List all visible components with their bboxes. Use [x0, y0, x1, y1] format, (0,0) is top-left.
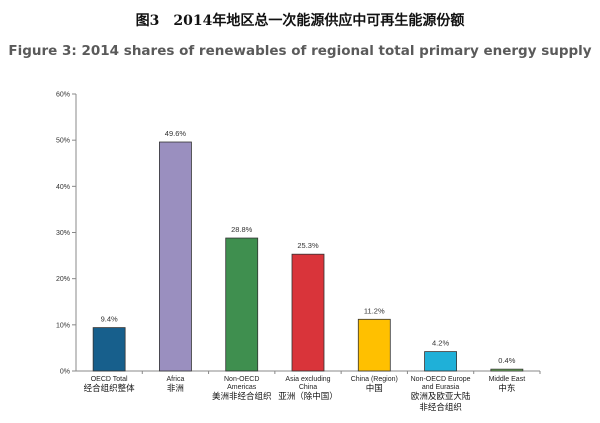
y-tick-label: 40%	[56, 184, 70, 191]
x-tick-label: China (Region)	[351, 376, 398, 383]
bar	[291, 253, 325, 372]
y-tick-label: 10%	[56, 322, 70, 329]
x-tick-label: and Eurasia	[422, 384, 459, 391]
bar	[159, 141, 192, 372]
x-tick-label-chinese: 非经合组织	[419, 402, 462, 413]
bar	[357, 318, 391, 372]
x-tick-label: Non-OECD	[224, 376, 259, 383]
x-tick-label: Africa	[166, 376, 184, 383]
x-tick-label: Middle East	[489, 376, 526, 383]
x-tick-label-chinese: 中东	[498, 383, 515, 394]
bar	[92, 327, 126, 372]
x-tick-label-chinese: 欧洲及欧亚大陆	[411, 391, 471, 402]
bar	[424, 351, 457, 372]
y-tick-label: 20%	[56, 276, 70, 283]
y-tick-label: 30%	[56, 230, 70, 237]
bar	[225, 237, 259, 372]
x-tick-label: Asia excluding	[285, 376, 330, 383]
x-tick-label-chinese: 中国	[366, 383, 383, 394]
data-label: 4.2%	[432, 339, 449, 348]
chart-title-english: Figure 3: 2014 shares of renewables of r…	[8, 43, 592, 59]
x-tick-label: China	[299, 384, 317, 391]
x-tick-label: Americas	[227, 384, 257, 391]
data-label: 49.6%	[165, 129, 187, 138]
y-tick-label: 50%	[56, 138, 70, 145]
y-tick-label: 60%	[56, 92, 70, 99]
x-tick-label-chinese: 非洲	[167, 383, 184, 394]
x-tick-label-chinese: 经合组织整体	[84, 383, 136, 394]
data-label: 0.4%	[498, 356, 515, 365]
x-tick-label: Non-OECD Europe	[411, 376, 471, 383]
chart-bars	[92, 141, 524, 372]
x-tick-label-chinese: 亚洲（除中国）	[278, 391, 338, 402]
data-label: 28.8%	[231, 225, 253, 234]
bar	[490, 368, 524, 372]
y-tick-label: 0%	[60, 369, 70, 376]
data-label: 9.4%	[101, 315, 118, 324]
data-label: 25.3%	[297, 241, 319, 250]
x-tick-label: OECD Total	[91, 376, 128, 383]
chart-title-chinese: 图3 2014年地区总一次能源供应中可再生能源份额	[135, 13, 465, 29]
data-label: 11.2%	[364, 306, 385, 315]
x-tick-label-chinese: 美洲非经合组织	[212, 391, 272, 402]
